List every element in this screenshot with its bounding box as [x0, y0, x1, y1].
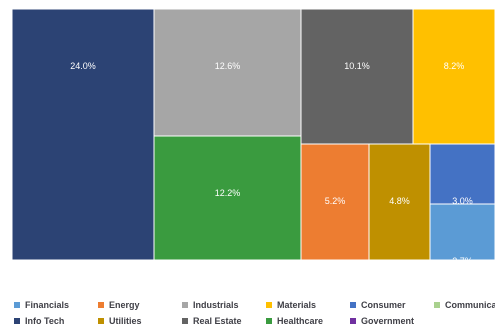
tile-value-label: 12.2% [215, 188, 241, 198]
legend-swatch [266, 302, 272, 308]
legend-label: Government [361, 316, 414, 326]
tile-value-label: 2.7% [452, 256, 473, 266]
legend-label: Materials [277, 300, 316, 310]
legend-item: Healthcare [266, 313, 350, 329]
legend-swatch [434, 302, 440, 308]
treemap-chart: 24.0% 12.6% 10.1% 8.2% 12.2% 5.2% 4.8% 3.0% 2.7% [0, 0, 495, 270]
legend-label: Healthcare [277, 316, 323, 326]
legend-label: Info Tech [25, 316, 64, 326]
legend-item: Utilities [98, 313, 182, 329]
legend-item: Industrials [182, 297, 266, 313]
legend-swatch [14, 318, 20, 324]
legend-label: Utilities [109, 316, 142, 326]
tile-value-label: 8.2% [444, 61, 465, 71]
legend-swatch [266, 318, 272, 324]
legend-swatch [98, 302, 104, 308]
legend-item: Info Tech [14, 313, 98, 329]
treemap-tile: 4.8% [369, 144, 430, 260]
tile-value-label: 10.1% [344, 61, 370, 71]
legend-item: Government [350, 313, 434, 329]
treemap-tile: 2.7% [430, 204, 495, 266]
tile-rect [301, 9, 413, 144]
tile-value-label: 5.2% [325, 196, 346, 206]
legend-swatch [182, 318, 188, 324]
tile-rect [430, 204, 495, 260]
treemap-tile: 24.0% [12, 9, 154, 260]
tile-rect [430, 144, 495, 204]
chart-legend: Financials Energy Industrials Materials Cons… [14, 297, 495, 329]
tile-rect [413, 9, 495, 144]
legend-label: Consumer [361, 300, 406, 310]
legend-label: Real Estate [193, 316, 242, 326]
legend-swatch [350, 302, 356, 308]
legend-swatch [98, 318, 104, 324]
legend-item: Real Estate [182, 313, 266, 329]
legend-swatch [182, 302, 188, 308]
legend-label: Communications [445, 300, 495, 310]
legend-item: Communications [434, 297, 495, 313]
tile-value-label: 12.6% [215, 61, 241, 71]
treemap-tile: 3.0% [430, 144, 495, 206]
tile-rect [12, 9, 154, 260]
treemap-tile: 12.2% [154, 136, 301, 260]
legend-label: Industrials [193, 300, 239, 310]
legend-item: Consumer [350, 297, 434, 313]
legend-label: Energy [109, 300, 140, 310]
treemap-tile: 12.6% [154, 9, 301, 136]
legend-item: Financials [14, 297, 98, 313]
legend-swatch [350, 318, 356, 324]
treemap-tile: 10.1% [301, 9, 413, 144]
legend-swatch [14, 302, 20, 308]
treemap-tile: 8.2% [413, 9, 495, 144]
legend-label: Financials [25, 300, 69, 310]
tile-value-label: 4.8% [389, 196, 410, 206]
legend-item: Materials [266, 297, 350, 313]
tile-rect [154, 9, 301, 136]
tile-value-label: 24.0% [70, 61, 96, 71]
tile-rect [154, 136, 301, 260]
legend-item: Energy [98, 297, 182, 313]
treemap-tile: 5.2% [301, 144, 369, 260]
